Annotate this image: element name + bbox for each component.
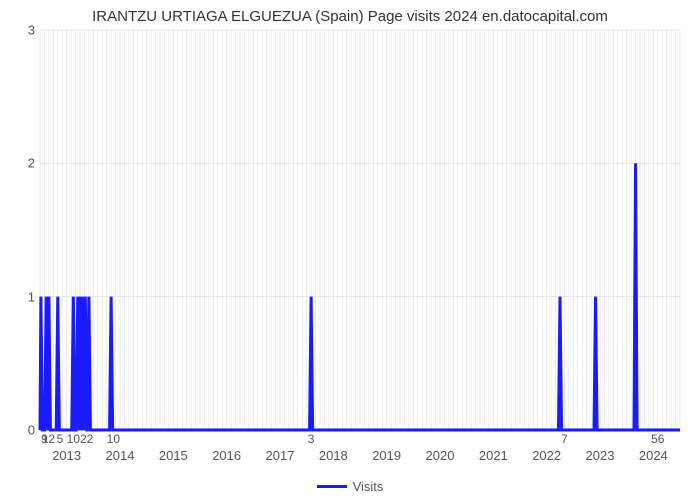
legend: Visits <box>0 479 700 494</box>
x-year-label: 2014 <box>106 448 135 463</box>
chart-title: IRANTZU URTIAGA ELGUEZUA (Spain) Page vi… <box>0 8 700 25</box>
x-value-label: 5 <box>57 432 64 446</box>
line-chart-svg <box>40 30 680 430</box>
x-year-label: 2013 <box>52 448 81 463</box>
x-value-label: 7 <box>561 432 568 446</box>
x-value-label: 1022 <box>67 432 94 446</box>
x-value-label: 10 <box>107 432 120 446</box>
x-year-label: 2024 <box>639 448 668 463</box>
x-year-label: 2019 <box>372 448 401 463</box>
x-year-label: 2017 <box>266 448 295 463</box>
legend-label: Visits <box>353 479 384 494</box>
x-year-label: 2023 <box>586 448 615 463</box>
x-value-label: 56 <box>651 432 664 446</box>
x-year-label: 2016 <box>212 448 241 463</box>
x-value-label: 12 <box>42 432 55 446</box>
y-tick-label: 0 <box>28 423 35 438</box>
plot-area <box>40 30 680 431</box>
y-tick-label: 1 <box>28 289 35 304</box>
x-year-label: 2018 <box>319 448 348 463</box>
x-year-label: 2015 <box>159 448 188 463</box>
x-year-label: 2020 <box>426 448 455 463</box>
legend-swatch <box>317 485 347 488</box>
chart-container: IRANTZU URTIAGA ELGUEZUA (Spain) Page vi… <box>0 0 700 500</box>
x-year-label: 2022 <box>532 448 561 463</box>
x-year-label: 2021 <box>479 448 508 463</box>
x-value-label: 3 <box>308 432 315 446</box>
y-tick-label: 3 <box>28 23 35 38</box>
y-tick-label: 2 <box>28 156 35 171</box>
